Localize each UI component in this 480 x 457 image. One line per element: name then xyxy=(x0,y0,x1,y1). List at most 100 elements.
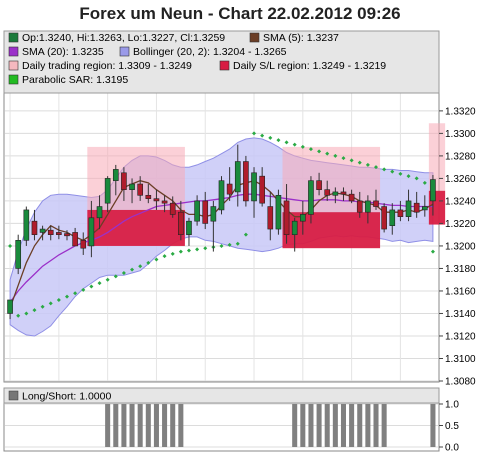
sar-point xyxy=(252,131,257,136)
candle-body xyxy=(7,299,13,314)
legend-label: SMA (5): 1.3237 xyxy=(263,32,339,44)
sar-point xyxy=(97,281,102,286)
sar-point xyxy=(138,264,143,269)
y-tick-label: 1.3260 xyxy=(445,174,476,185)
candle-body xyxy=(80,240,87,249)
candle-body xyxy=(194,200,200,222)
candle-body xyxy=(356,200,363,213)
longshort-bar xyxy=(178,404,184,447)
sar-point xyxy=(260,133,265,138)
candle-body xyxy=(308,180,314,215)
candle-body xyxy=(381,206,387,230)
sar-point xyxy=(406,174,411,179)
sar-point xyxy=(276,138,281,143)
sar-point xyxy=(195,247,200,252)
sar-point xyxy=(130,267,135,272)
y-tick-label: 1.3120 xyxy=(445,331,476,342)
sar-point xyxy=(308,147,313,152)
longshort-bar xyxy=(316,404,322,447)
sar-point xyxy=(398,171,403,176)
sar-point xyxy=(422,180,427,185)
longshort-bar xyxy=(162,404,168,447)
sar-point xyxy=(154,257,159,262)
sar-point xyxy=(284,140,289,145)
sl-region xyxy=(87,209,185,246)
longshort-y-tick-label: 1.0 xyxy=(445,400,459,411)
legend-swatch xyxy=(119,46,130,57)
y-tick-label: 1.3140 xyxy=(445,309,476,320)
sar-point xyxy=(235,241,240,246)
sar-point xyxy=(89,284,94,289)
candle-body xyxy=(96,206,103,219)
candle-body xyxy=(365,200,371,213)
legend-label: Bollinger (20, 2): 1.3204 - 1.3265 xyxy=(133,46,287,58)
longshort-bar xyxy=(308,404,314,447)
candle-body xyxy=(405,200,412,217)
y-tick-label: 1.3100 xyxy=(445,354,476,365)
sar-point xyxy=(300,144,305,149)
legend-swatch xyxy=(8,46,19,57)
candle-body xyxy=(121,172,127,190)
y-tick-label: 1.3160 xyxy=(445,286,476,297)
candle-body xyxy=(373,200,379,207)
sar-point xyxy=(243,232,248,237)
candle-body xyxy=(153,198,160,202)
candle-body xyxy=(161,200,168,204)
candle-body xyxy=(186,220,192,235)
sar-point xyxy=(390,169,395,174)
candle-body xyxy=(340,191,347,195)
candle-body xyxy=(332,191,339,196)
sar-point xyxy=(81,287,86,292)
longshort-bar xyxy=(332,404,338,447)
candle-body xyxy=(299,214,306,222)
candle-body xyxy=(178,211,184,235)
longshort-bars xyxy=(105,404,436,447)
candle-body xyxy=(47,229,54,235)
candle-body xyxy=(421,206,428,211)
sar-point xyxy=(268,135,273,140)
y-tick-label: 1.3200 xyxy=(445,241,476,252)
legend-swatch xyxy=(8,74,19,85)
sar-point xyxy=(178,249,183,254)
sl-region xyxy=(282,212,381,249)
trading-region xyxy=(282,146,381,213)
candle-body xyxy=(324,189,331,196)
sar-point xyxy=(325,151,330,156)
candle-body xyxy=(226,183,233,195)
sar-point xyxy=(186,248,191,253)
y-tick-label: 1.3240 xyxy=(445,196,476,207)
candle-body xyxy=(169,202,176,215)
sar-point xyxy=(162,254,167,259)
candle-body xyxy=(88,217,95,247)
candle-body xyxy=(234,161,241,193)
candle-body xyxy=(275,194,282,230)
longshort-bar xyxy=(430,404,436,447)
candle-body xyxy=(202,200,209,224)
y-axis: 1.3320 1.3300 1.3280 1.3260 1.3240 1.3220 1.32… xyxy=(439,106,476,388)
sar-point xyxy=(414,176,419,181)
sar-point xyxy=(365,162,370,167)
longshort-bar xyxy=(170,404,176,447)
candle-body xyxy=(430,179,436,202)
y-tick-label: 1.3080 xyxy=(445,377,476,388)
longshort-y-axis: 1.0 0.5 0.0 xyxy=(439,400,459,454)
longshort-bar xyxy=(357,404,363,447)
sar-point xyxy=(24,311,29,316)
longshort-bar xyxy=(300,404,306,447)
longshort-bar xyxy=(129,404,135,447)
candle-body xyxy=(39,228,46,233)
sar-point xyxy=(227,242,232,247)
candle-body xyxy=(104,178,111,204)
sar-point xyxy=(105,277,110,282)
candle-body xyxy=(64,233,70,237)
longshort-legend xyxy=(3,387,440,404)
candle-body xyxy=(389,209,396,226)
candle-body xyxy=(348,193,355,202)
longshort-y-tick-label: 0.0 xyxy=(445,443,459,454)
sar-point xyxy=(48,301,53,306)
sar-point xyxy=(73,291,78,296)
candle-body xyxy=(15,240,22,269)
longshort-y-tick-label: 0.5 xyxy=(445,421,459,432)
daily-regions xyxy=(87,123,446,249)
y-tick-label: 1.3280 xyxy=(445,151,476,162)
